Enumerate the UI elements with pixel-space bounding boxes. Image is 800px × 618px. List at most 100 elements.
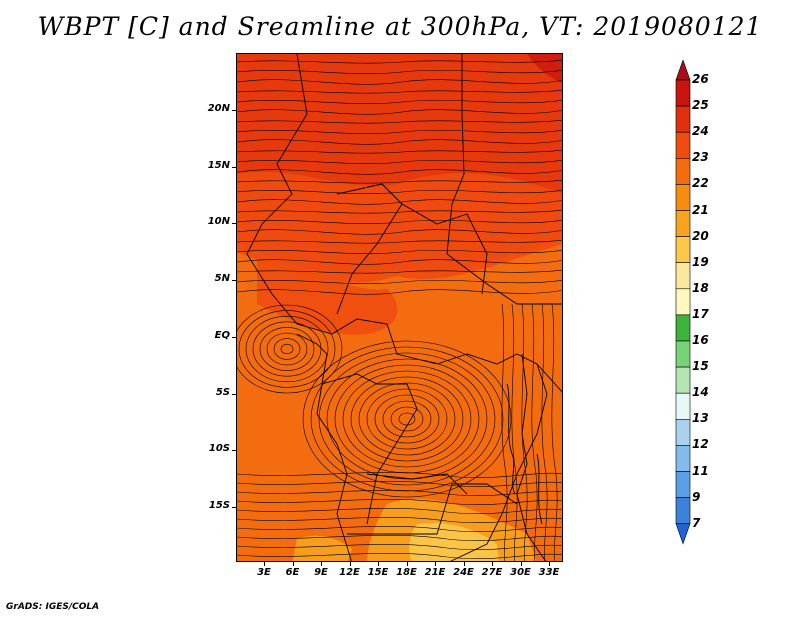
streamline-39 bbox=[342, 370, 472, 468]
streamline-58 bbox=[531, 303, 538, 561]
lon-label-9e: 9E bbox=[314, 567, 328, 578]
colorbar-label: 9 bbox=[692, 489, 701, 504]
lon-label-27e: 27E bbox=[481, 567, 503, 578]
streamline-35 bbox=[374, 394, 440, 444]
lat-tick bbox=[232, 336, 236, 338]
streamline-47 bbox=[237, 489, 562, 496]
colorbar-segment-4 bbox=[675, 158, 691, 185]
streamline-3 bbox=[237, 89, 562, 94]
streamline-9 bbox=[237, 149, 562, 154]
border-great-lakes bbox=[516, 353, 547, 561]
colorbar-label: 24 bbox=[692, 124, 709, 139]
colorbar-label: 14 bbox=[692, 385, 709, 400]
map-canvas bbox=[237, 54, 562, 561]
colorbar-label: 20 bbox=[692, 228, 709, 243]
lon-tick bbox=[463, 562, 465, 566]
lat-label-5n: 5N bbox=[214, 273, 230, 285]
streamline-45 bbox=[237, 471, 562, 478]
streamline-14 bbox=[237, 199, 562, 205]
colorbar-segment-15 bbox=[675, 445, 691, 472]
lat-tick bbox=[232, 506, 236, 508]
streamline-41 bbox=[326, 358, 488, 480]
border-central bbox=[336, 183, 403, 315]
colorbar-segment-13 bbox=[675, 392, 691, 420]
streamline-24 bbox=[280, 343, 294, 355]
streamline-20 bbox=[237, 259, 562, 265]
field-region-23-central bbox=[257, 254, 398, 335]
lat-label-10s: 10S bbox=[208, 443, 230, 455]
streamline-44 bbox=[302, 340, 512, 498]
border-south-line bbox=[347, 483, 518, 535]
field-region-23-north-band bbox=[237, 171, 562, 283]
colorbar-segment-16 bbox=[675, 471, 691, 498]
colorbar-segment-3 bbox=[675, 131, 691, 159]
colorbar-label: 16 bbox=[692, 333, 709, 347]
streamline-26 bbox=[266, 332, 308, 366]
lon-tick bbox=[349, 562, 351, 566]
lon-tick bbox=[520, 562, 522, 566]
streamline-55 bbox=[501, 303, 508, 561]
lon-label-15e: 15E bbox=[367, 567, 389, 578]
streamline-1 bbox=[237, 69, 562, 75]
streamline-5 bbox=[237, 109, 562, 115]
colorbar-segment-10 bbox=[675, 314, 691, 342]
streamline-4 bbox=[237, 99, 562, 105]
streamline-43 bbox=[310, 346, 504, 492]
colorbar-segment-2 bbox=[675, 105, 691, 133]
lat-label-eq: EQ bbox=[214, 329, 230, 341]
streamline-49 bbox=[237, 507, 562, 514]
streamline-15 bbox=[237, 209, 562, 214]
footer-credit: GrADS: IGES/COLA bbox=[6, 602, 100, 612]
streamline-23 bbox=[237, 289, 562, 295]
lat-label-15n: 15N bbox=[207, 159, 230, 171]
streamline-22 bbox=[237, 279, 562, 285]
colorbar-label: 7 bbox=[692, 515, 701, 530]
streamline-29 bbox=[245, 315, 329, 383]
colorbar-label: 15 bbox=[692, 359, 709, 374]
streamline-56 bbox=[511, 303, 518, 561]
streamline-19 bbox=[237, 249, 562, 255]
lon-label-30e: 30E bbox=[510, 567, 531, 578]
colorbar-segment-12 bbox=[675, 366, 691, 394]
streamline-32 bbox=[398, 412, 416, 426]
colorbar-label: 26 bbox=[692, 72, 709, 86]
colorbar-top-triangle bbox=[675, 60, 691, 81]
streamline-13 bbox=[237, 189, 562, 195]
colorbar-label: 17 bbox=[692, 306, 709, 321]
streamline-18 bbox=[237, 239, 562, 244]
border-drc-east bbox=[436, 353, 548, 561]
lon-label-3e: 3E bbox=[257, 567, 271, 578]
lon-label-21e: 21E bbox=[424, 567, 446, 578]
streamline-21 bbox=[237, 269, 562, 274]
streamline-6 bbox=[237, 119, 562, 124]
lon-tick bbox=[292, 562, 294, 566]
streamline-30 bbox=[238, 310, 336, 388]
lon-tick bbox=[549, 562, 550, 566]
lat-label-20n: 20N bbox=[207, 103, 230, 114]
lon-tick bbox=[264, 562, 265, 566]
colorbar-svg bbox=[675, 60, 691, 545]
streamline-38 bbox=[350, 376, 464, 462]
streamline-28 bbox=[252, 321, 322, 377]
streamline-16 bbox=[237, 219, 562, 225]
lat-label-5s: 5S bbox=[215, 386, 230, 398]
border-lake-malawi bbox=[536, 453, 543, 525]
lon-label-6e: 6E bbox=[285, 567, 300, 578]
streamline-27 bbox=[259, 327, 315, 371]
streamline-11 bbox=[237, 169, 562, 175]
colorbar-label: 21 bbox=[692, 202, 709, 217]
colorbar-segment-6 bbox=[675, 210, 691, 237]
streamline-36 bbox=[366, 388, 448, 450]
lon-label-12e: 12E bbox=[339, 567, 360, 578]
streamline-2 bbox=[237, 79, 562, 85]
chart-title: WBPT [C] and Sreamline at 300hPa, VT: 20… bbox=[37, 12, 763, 41]
streamline-52 bbox=[237, 534, 562, 541]
colorbar-bottom-triangle bbox=[675, 523, 691, 545]
streamline-17 bbox=[237, 229, 562, 235]
colorbar-label: 11 bbox=[692, 463, 709, 478]
lat-tick bbox=[232, 280, 236, 282]
colorbar-label: 19 bbox=[692, 254, 709, 269]
colorbar-label: 12 bbox=[692, 437, 709, 452]
streamline-46 bbox=[237, 480, 562, 487]
colorbar-segment-17 bbox=[675, 497, 691, 525]
